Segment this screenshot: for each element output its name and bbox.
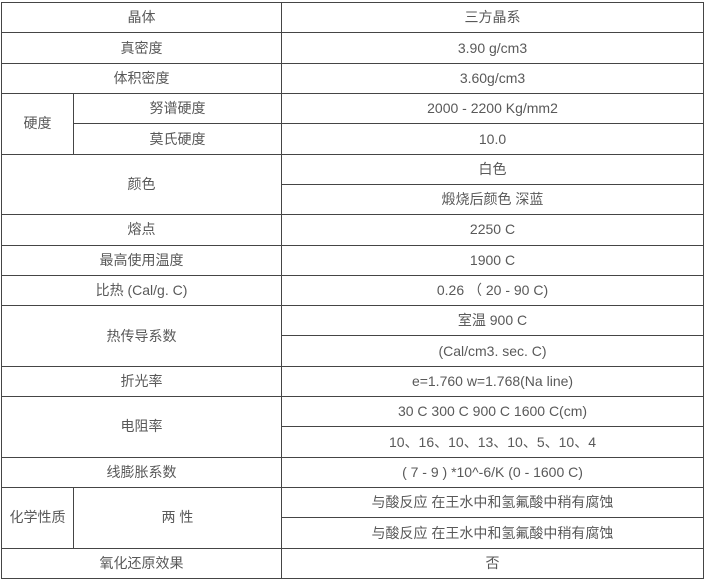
table-row: 与酸反应 在王水中和氢氟酸中稍有腐蚀 — [2, 517, 704, 549]
true-density-value: 3.90 g/cm3 — [281, 32, 704, 64]
refractive-index-label: 折光率 — [1, 365, 282, 398]
table-row: 熔点 2250 C — [1, 214, 704, 246]
table-row: 线膨胀系数 ( 7 - 9 ) *10^-6/K (0 - 1600 C) — [1, 456, 704, 489]
resistivity-temps: 30 C 300 C 900 C 1600 C(cm) — [281, 396, 704, 428]
bulk-density-value: 3.60g/cm3 — [281, 62, 704, 94]
bulk-density-label: 体积密度 — [1, 62, 282, 94]
amphoteric-label: 两 性 — [73, 487, 282, 549]
mohs-hardness-value: 10.0 — [281, 123, 704, 155]
knoop-hardness-label: 努谱硬度 — [73, 92, 282, 125]
crystal-system-label: 晶体 — [1, 1, 282, 34]
true-density-label: 真密度 — [1, 32, 282, 64]
specific-heat-value: 0.26 （ 20 - 90 C) — [281, 274, 704, 307]
table-row: 比热 (Cal/g. C) 0.26 （ 20 - 90 C) — [1, 274, 704, 307]
thermal-conductivity-unit: (Cal/cm3. sec. C) — [281, 335, 704, 367]
chemical-property-label: 化学性质 — [1, 487, 74, 549]
table-row: 热传导系数 室温 900 C — [1, 305, 704, 367]
max-use-temperature-value: 1900 C — [281, 244, 704, 276]
table-row: 氧化还原效果 否 — [1, 547, 704, 580]
color-value-calcined: 煅烧后颜色 深蓝 — [281, 183, 704, 216]
table-row: 最高使用温度 1900 C — [1, 244, 704, 276]
table-row: 莫氏硬度 10.0 — [2, 123, 704, 155]
thermal-conductivity-temp: 室温 900 C — [281, 305, 704, 337]
thermal-expansion-value: ( 7 - 9 ) *10^-6/K (0 - 1600 C) — [281, 456, 704, 489]
table-row: 颜色 白色 — [1, 153, 704, 216]
specific-heat-label: 比热 (Cal/g. C) — [1, 274, 282, 307]
color-label: 颜色 — [1, 153, 282, 216]
hardness-group-label: 硬度 — [1, 92, 74, 155]
max-use-temperature-label: 最高使用温度 — [1, 244, 282, 276]
thermal-expansion-label: 线膨胀系数 — [1, 456, 282, 489]
table-row: 电阻率 30 C 300 C 900 C 1600 C(cm) — [1, 396, 704, 458]
table-row: 10、16、10、13、10、5、10、4 — [2, 426, 704, 458]
acid-reaction-value-1: 与酸反应 在王水中和氢氟酸中稍有腐蚀 — [281, 486, 704, 519]
refractive-index-value: e=1.760 w=1.768(Na line) — [281, 365, 704, 398]
table-row: 真密度 3.90 g/cm3 — [1, 32, 704, 64]
table-row: 体积密度 3.60g/cm3 — [1, 62, 704, 94]
acid-reaction-value-2: 与酸反应 在王水中和氢氟酸中稍有腐蚀 — [281, 517, 704, 549]
table-row: 硬度 努谱硬度 2000 - 2200 Kg/mm2 — [1, 92, 704, 155]
table-row: 化学性质 两 性 与酸反应 在王水中和氢氟酸中稍有腐蚀 — [1, 486, 704, 549]
crystal-system-value: 三方晶系 — [281, 1, 704, 34]
table-row: (Cal/cm3. sec. C) — [2, 335, 704, 367]
mohs-hardness-label: 莫氏硬度 — [73, 123, 282, 155]
redox-effect-value: 否 — [281, 547, 704, 580]
redox-effect-label: 氧化还原效果 — [1, 547, 282, 580]
melting-point-label: 熔点 — [1, 214, 282, 246]
table-row: 晶体 三方晶系 — [1, 1, 704, 34]
resistivity-label: 电阻率 — [1, 396, 282, 458]
resistivity-values: 10、16、10、13、10、5、10、4 — [281, 426, 704, 458]
table-row: 煅烧后颜色 深蓝 — [2, 183, 704, 216]
knoop-hardness-value: 2000 - 2200 Kg/mm2 — [281, 92, 704, 125]
color-value-white: 白色 — [281, 153, 704, 185]
table-row: 折光率 e=1.760 w=1.768(Na line) — [1, 365, 704, 398]
thermal-conductivity-label: 热传导系数 — [1, 305, 282, 367]
melting-point-value: 2250 C — [281, 214, 704, 246]
